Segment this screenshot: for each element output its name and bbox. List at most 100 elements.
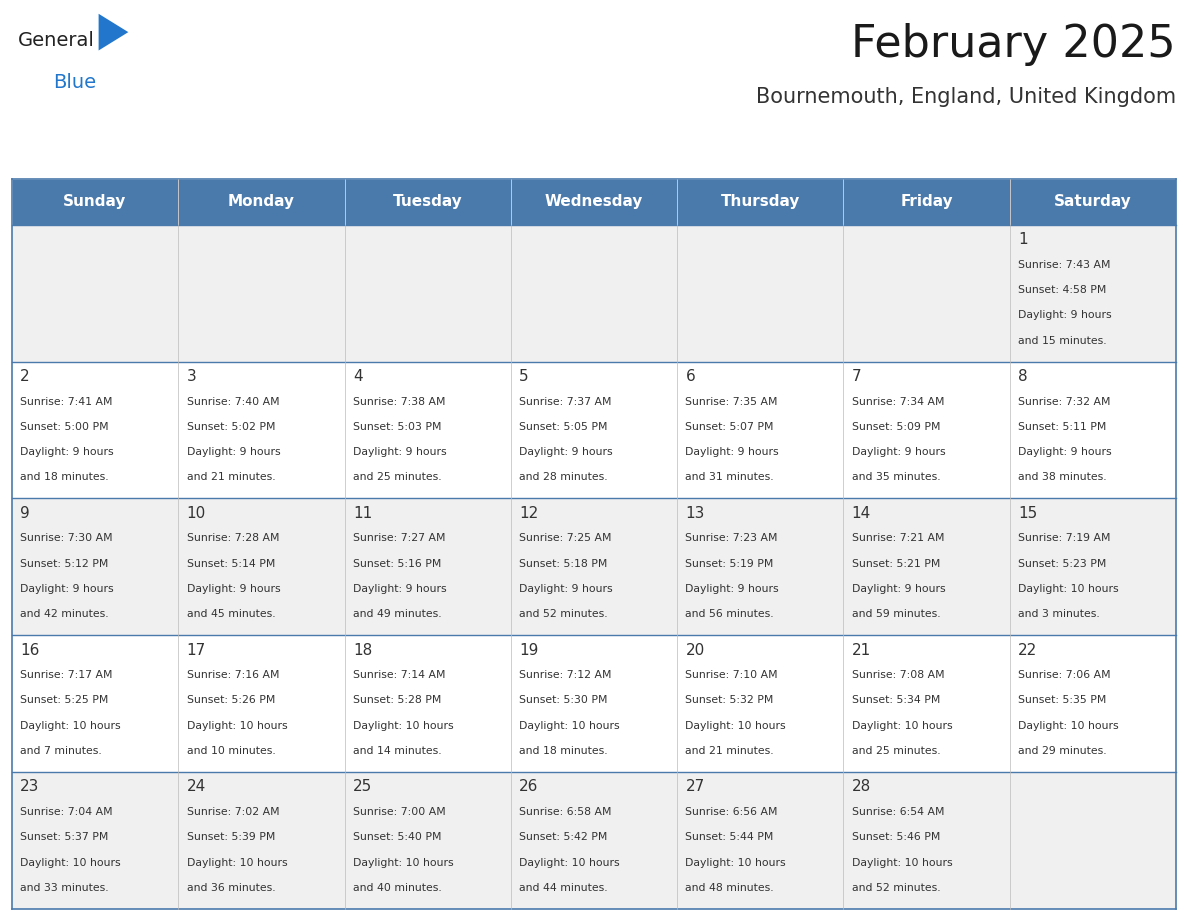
- Bar: [12, 179, 178, 225]
- Text: and 29 minutes.: and 29 minutes.: [1018, 746, 1107, 756]
- Text: 20: 20: [685, 643, 704, 657]
- Text: Daylight: 9 hours: Daylight: 9 hours: [685, 584, 779, 594]
- Bar: [1010, 498, 1176, 635]
- Bar: [345, 362, 511, 498]
- Text: Friday: Friday: [901, 195, 953, 209]
- Text: and 21 minutes.: and 21 minutes.: [685, 746, 775, 756]
- Text: 12: 12: [519, 506, 538, 521]
- Bar: [178, 772, 345, 909]
- Text: Sunrise: 7:27 AM: Sunrise: 7:27 AM: [353, 533, 446, 543]
- Bar: [1010, 635, 1176, 772]
- Text: Sunset: 5:18 PM: Sunset: 5:18 PM: [519, 559, 607, 568]
- Text: 21: 21: [852, 643, 871, 657]
- Bar: [677, 225, 843, 362]
- Text: and 40 minutes.: and 40 minutes.: [353, 883, 442, 893]
- Text: Daylight: 10 hours: Daylight: 10 hours: [1018, 721, 1119, 731]
- Text: Sunset: 5:30 PM: Sunset: 5:30 PM: [519, 696, 607, 705]
- Text: and 28 minutes.: and 28 minutes.: [519, 473, 608, 483]
- Text: and 45 minutes.: and 45 minutes.: [187, 610, 276, 620]
- Bar: [345, 498, 511, 635]
- Text: and 59 minutes.: and 59 minutes.: [852, 610, 941, 620]
- Text: Sunset: 5:34 PM: Sunset: 5:34 PM: [852, 696, 940, 705]
- Text: Sunrise: 7:30 AM: Sunrise: 7:30 AM: [20, 533, 113, 543]
- Bar: [511, 498, 677, 635]
- Text: 14: 14: [852, 506, 871, 521]
- Bar: [178, 179, 345, 225]
- Text: Sunset: 5:00 PM: Sunset: 5:00 PM: [20, 422, 109, 431]
- Bar: [345, 772, 511, 909]
- Text: and 38 minutes.: and 38 minutes.: [1018, 473, 1107, 483]
- Text: Daylight: 9 hours: Daylight: 9 hours: [519, 584, 613, 594]
- Bar: [843, 225, 1010, 362]
- Text: Daylight: 9 hours: Daylight: 9 hours: [1018, 310, 1112, 320]
- Bar: [843, 179, 1010, 225]
- Bar: [843, 772, 1010, 909]
- Bar: [677, 635, 843, 772]
- Text: Wednesday: Wednesday: [545, 195, 643, 209]
- Bar: [511, 772, 677, 909]
- Text: and 35 minutes.: and 35 minutes.: [852, 473, 941, 483]
- Text: Sunrise: 7:32 AM: Sunrise: 7:32 AM: [1018, 397, 1111, 407]
- Text: and 10 minutes.: and 10 minutes.: [187, 746, 276, 756]
- Text: Sunset: 5:14 PM: Sunset: 5:14 PM: [187, 559, 274, 568]
- Text: Sunset: 5:25 PM: Sunset: 5:25 PM: [20, 696, 108, 705]
- Bar: [843, 498, 1010, 635]
- Text: Daylight: 9 hours: Daylight: 9 hours: [519, 447, 613, 457]
- Text: Sunrise: 6:56 AM: Sunrise: 6:56 AM: [685, 807, 778, 817]
- Bar: [511, 179, 677, 225]
- Text: Sunrise: 7:34 AM: Sunrise: 7:34 AM: [852, 397, 944, 407]
- Text: Sunrise: 7:38 AM: Sunrise: 7:38 AM: [353, 397, 446, 407]
- Text: and 36 minutes.: and 36 minutes.: [187, 883, 276, 893]
- Text: Sunrise: 7:40 AM: Sunrise: 7:40 AM: [187, 397, 279, 407]
- Text: 28: 28: [852, 779, 871, 794]
- Text: General: General: [18, 31, 95, 50]
- Bar: [345, 179, 511, 225]
- Text: Monday: Monday: [228, 195, 295, 209]
- Text: Sunset: 5:44 PM: Sunset: 5:44 PM: [685, 833, 773, 842]
- Text: Daylight: 10 hours: Daylight: 10 hours: [20, 857, 121, 868]
- Text: Daylight: 10 hours: Daylight: 10 hours: [187, 721, 287, 731]
- Text: Sunset: 5:35 PM: Sunset: 5:35 PM: [1018, 696, 1106, 705]
- Text: Sunrise: 7:06 AM: Sunrise: 7:06 AM: [1018, 670, 1111, 680]
- Text: 3: 3: [187, 369, 196, 384]
- Text: 16: 16: [20, 643, 39, 657]
- Polygon shape: [99, 14, 128, 50]
- Bar: [1010, 772, 1176, 909]
- Text: 19: 19: [519, 643, 538, 657]
- Text: and 49 minutes.: and 49 minutes.: [353, 610, 442, 620]
- Text: Sunrise: 7:04 AM: Sunrise: 7:04 AM: [20, 807, 113, 817]
- Text: Daylight: 10 hours: Daylight: 10 hours: [353, 721, 454, 731]
- Text: Daylight: 10 hours: Daylight: 10 hours: [685, 721, 786, 731]
- Text: Blue: Blue: [53, 73, 96, 92]
- Text: Sunrise: 7:16 AM: Sunrise: 7:16 AM: [187, 670, 279, 680]
- Text: and 21 minutes.: and 21 minutes.: [187, 473, 276, 483]
- Text: and 3 minutes.: and 3 minutes.: [1018, 610, 1100, 620]
- Text: and 25 minutes.: and 25 minutes.: [353, 473, 442, 483]
- Text: 10: 10: [187, 506, 206, 521]
- Bar: [12, 498, 178, 635]
- Text: and 48 minutes.: and 48 minutes.: [685, 883, 775, 893]
- Text: Sunset: 5:42 PM: Sunset: 5:42 PM: [519, 833, 607, 842]
- Text: Daylight: 10 hours: Daylight: 10 hours: [852, 857, 953, 868]
- Text: 4: 4: [353, 369, 362, 384]
- Text: 2: 2: [20, 369, 30, 384]
- Text: and 7 minutes.: and 7 minutes.: [20, 746, 102, 756]
- Text: Bournemouth, England, United Kingdom: Bournemouth, England, United Kingdom: [756, 87, 1176, 107]
- Text: and 44 minutes.: and 44 minutes.: [519, 883, 608, 893]
- Text: 7: 7: [852, 369, 861, 384]
- Bar: [1010, 225, 1176, 362]
- Text: and 25 minutes.: and 25 minutes.: [852, 746, 941, 756]
- Bar: [511, 362, 677, 498]
- Bar: [511, 225, 677, 362]
- Bar: [677, 772, 843, 909]
- Text: and 52 minutes.: and 52 minutes.: [519, 610, 608, 620]
- Bar: [178, 498, 345, 635]
- Text: Sunrise: 7:25 AM: Sunrise: 7:25 AM: [519, 533, 612, 543]
- Text: and 52 minutes.: and 52 minutes.: [852, 883, 941, 893]
- Text: Sunset: 5:28 PM: Sunset: 5:28 PM: [353, 696, 441, 705]
- Text: Sunrise: 7:41 AM: Sunrise: 7:41 AM: [20, 397, 113, 407]
- Text: Tuesday: Tuesday: [393, 195, 462, 209]
- Text: Sunrise: 7:23 AM: Sunrise: 7:23 AM: [685, 533, 778, 543]
- Text: 27: 27: [685, 779, 704, 794]
- Text: Sunrise: 7:28 AM: Sunrise: 7:28 AM: [187, 533, 279, 543]
